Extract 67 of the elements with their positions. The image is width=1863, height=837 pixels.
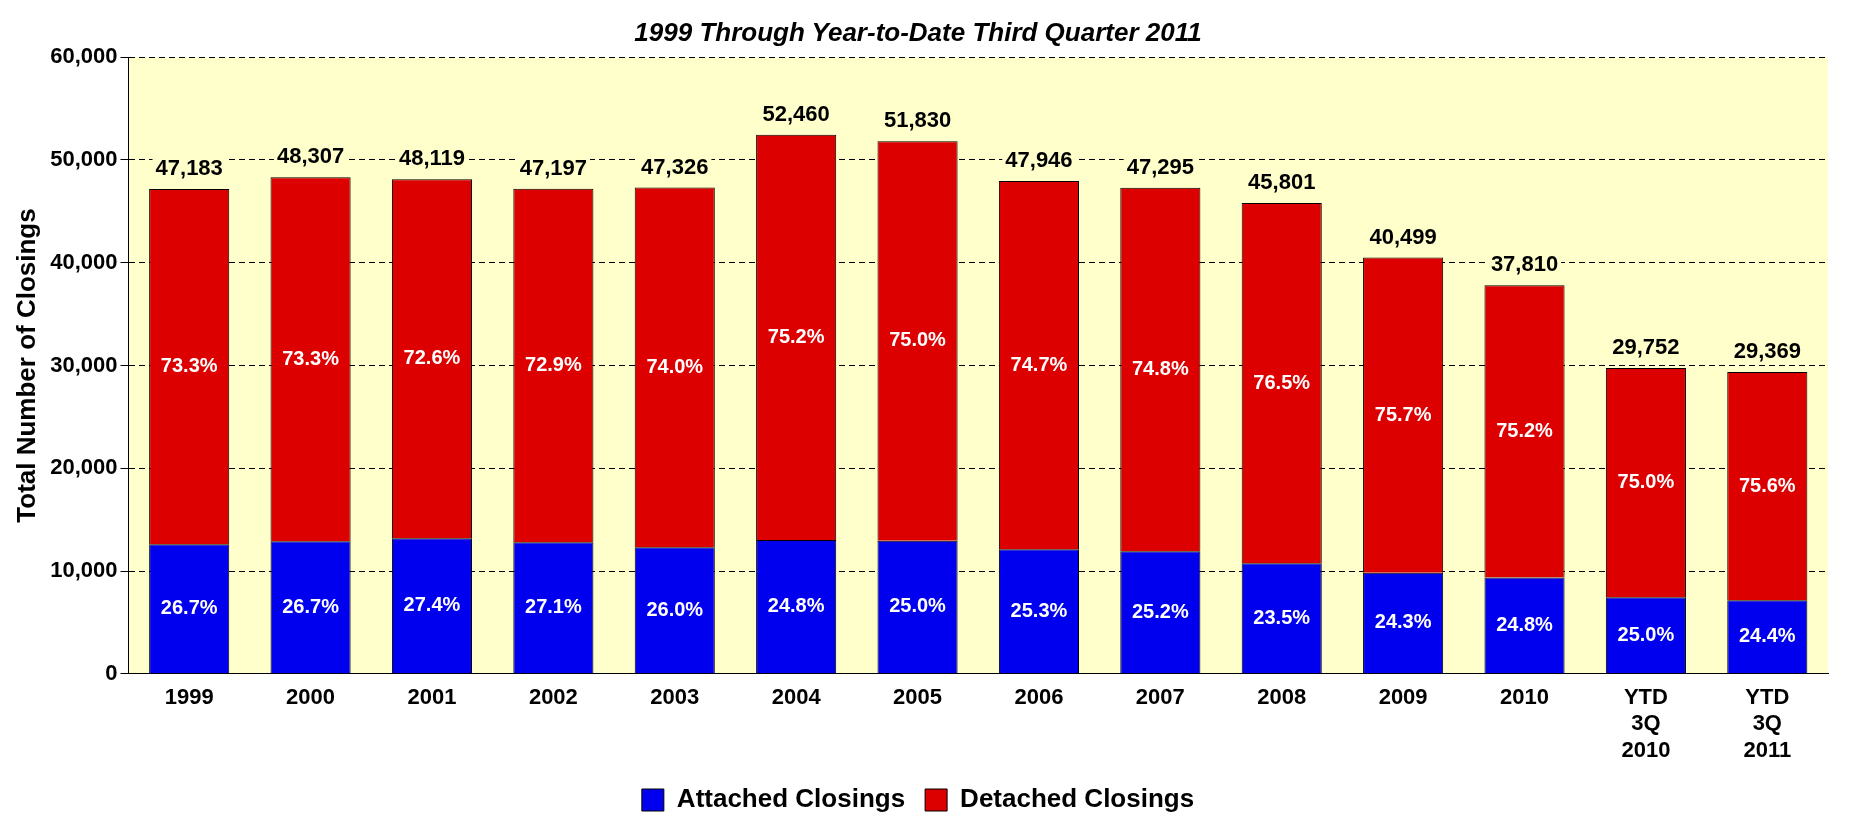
total-label: 47,946 bbox=[1005, 147, 1073, 173]
y-tick-label: 40,000 bbox=[50, 248, 118, 274]
y-tick-label: 0 bbox=[105, 659, 118, 685]
total-label: 29,369 bbox=[1733, 338, 1801, 364]
x-tick-label: 2010 bbox=[1500, 684, 1549, 710]
annotation: 73.3% bbox=[282, 346, 340, 369]
legend-label: Detached Closings bbox=[960, 783, 1195, 814]
total-label: 48,307 bbox=[276, 143, 345, 169]
x-tick-label: 2004 bbox=[771, 684, 822, 710]
annotation: 24.8% bbox=[1496, 612, 1554, 635]
x-tick-label: 2002 bbox=[528, 684, 578, 710]
annotation: 73.3% bbox=[160, 354, 218, 377]
x-tick-label: 2001 bbox=[407, 684, 457, 710]
legend-label: Attached Closings bbox=[676, 783, 906, 814]
annotation: 72.9% bbox=[525, 353, 582, 376]
total-label: 47,183 bbox=[155, 154, 223, 180]
total-label: 51,830 bbox=[883, 107, 952, 133]
y-tick-label: 10,000 bbox=[50, 557, 118, 583]
chart-title: 1999 Through Year-to-Date Third Quarter 2011 bbox=[634, 16, 1202, 47]
total-label: 52,460 bbox=[762, 100, 830, 126]
total-label: 48,119 bbox=[398, 145, 466, 171]
total-label: 47,295 bbox=[1126, 153, 1194, 179]
annotation: 27.1% bbox=[525, 595, 582, 618]
y-axis-title: Total Number of Closings bbox=[10, 208, 41, 523]
total-label: 47,197 bbox=[519, 154, 588, 180]
annotation: 26.7% bbox=[160, 596, 218, 619]
annotation: 26.0% bbox=[646, 597, 704, 620]
annotation: 25.3% bbox=[1010, 598, 1068, 621]
annotation: 75.0% bbox=[1617, 470, 1675, 493]
annotation: 25.0% bbox=[889, 594, 947, 617]
annotation: 75.0% bbox=[889, 328, 947, 351]
y-tick-label: 30,000 bbox=[50, 351, 118, 377]
total-label: 40,499 bbox=[1369, 223, 1437, 249]
annotation: 74.7% bbox=[1010, 352, 1068, 375]
annotation: 24.3% bbox=[1374, 610, 1432, 633]
x-tick-label: 2009 bbox=[1378, 684, 1428, 710]
y-tick-label: 20,000 bbox=[50, 454, 118, 480]
x-tick-label: 2007 bbox=[1135, 684, 1185, 710]
x-tick-label: 2000 bbox=[286, 684, 336, 710]
annotation: 27.4% bbox=[403, 593, 461, 616]
annotation: 25.2% bbox=[1131, 599, 1189, 622]
annotation: 75.7% bbox=[1374, 402, 1432, 425]
y-tick-label: 60,000 bbox=[50, 43, 118, 69]
annotation: 74.8% bbox=[1131, 357, 1189, 380]
total-label: 47,326 bbox=[641, 153, 709, 179]
x-tick-label: 2005 bbox=[893, 684, 943, 710]
total-label: 37,810 bbox=[1490, 251, 1559, 277]
x-tick-label: YTD 3Q 2011 bbox=[1743, 684, 1792, 762]
annotation: 74.0% bbox=[646, 354, 704, 377]
annotation: 75.2% bbox=[1496, 418, 1554, 441]
annotation: 75.2% bbox=[767, 324, 825, 347]
x-tick-label: 2006 bbox=[1014, 684, 1064, 710]
annotation: 25.0% bbox=[1617, 622, 1675, 645]
annotation: 75.6% bbox=[1738, 473, 1796, 496]
annotation: 26.7% bbox=[282, 594, 340, 617]
annotation: 24.8% bbox=[767, 594, 825, 617]
x-tick-label: 2003 bbox=[650, 684, 700, 710]
total-label: 29,752 bbox=[1612, 334, 1680, 360]
x-tick-label: 2008 bbox=[1257, 684, 1307, 710]
annotation: 76.5% bbox=[1253, 370, 1311, 393]
total-label: 45,801 bbox=[1248, 169, 1316, 195]
annotation: 24.4% bbox=[1738, 624, 1796, 647]
annotation: 23.5% bbox=[1253, 605, 1311, 628]
x-tick-label: YTD 3Q 2010 bbox=[1621, 684, 1671, 762]
x-tick-label: 1999 bbox=[164, 684, 214, 710]
annotation: 72.6% bbox=[403, 346, 461, 369]
y-tick-label: 50,000 bbox=[50, 146, 118, 172]
